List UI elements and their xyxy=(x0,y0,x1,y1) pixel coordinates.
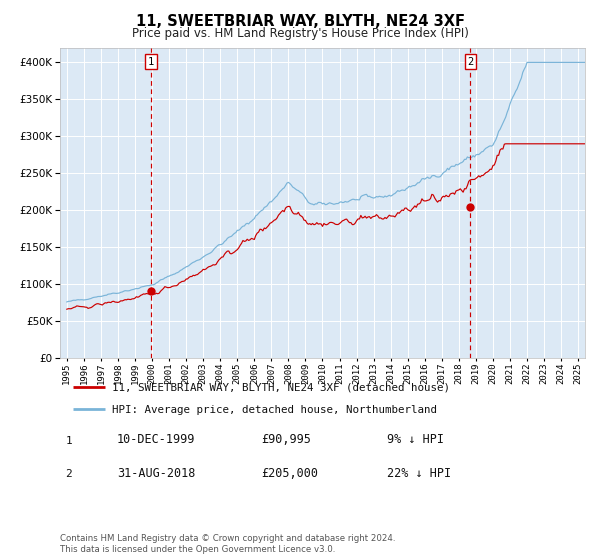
Text: HPI: Average price, detached house, Northumberland: HPI: Average price, detached house, Nort… xyxy=(113,405,437,415)
Text: 9% ↓ HPI: 9% ↓ HPI xyxy=(387,433,444,446)
Text: 2: 2 xyxy=(467,57,473,67)
Text: 22% ↓ HPI: 22% ↓ HPI xyxy=(387,466,451,480)
Text: Price paid vs. HM Land Registry's House Price Index (HPI): Price paid vs. HM Land Registry's House … xyxy=(131,27,469,40)
Text: £90,995: £90,995 xyxy=(261,433,311,446)
Text: 10-DEC-1999: 10-DEC-1999 xyxy=(117,433,196,446)
Text: 2: 2 xyxy=(65,469,73,479)
Text: 1: 1 xyxy=(148,57,154,67)
Text: 11, SWEETBRIAR WAY, BLYTH, NE24 3XF (detached house): 11, SWEETBRIAR WAY, BLYTH, NE24 3XF (det… xyxy=(113,382,451,393)
Text: 31-AUG-2018: 31-AUG-2018 xyxy=(117,466,196,480)
Text: Contains HM Land Registry data © Crown copyright and database right 2024.
This d: Contains HM Land Registry data © Crown c… xyxy=(60,534,395,554)
Text: 11, SWEETBRIAR WAY, BLYTH, NE24 3XF: 11, SWEETBRIAR WAY, BLYTH, NE24 3XF xyxy=(136,14,464,29)
Text: £205,000: £205,000 xyxy=(261,466,318,480)
Text: 1: 1 xyxy=(65,436,73,446)
